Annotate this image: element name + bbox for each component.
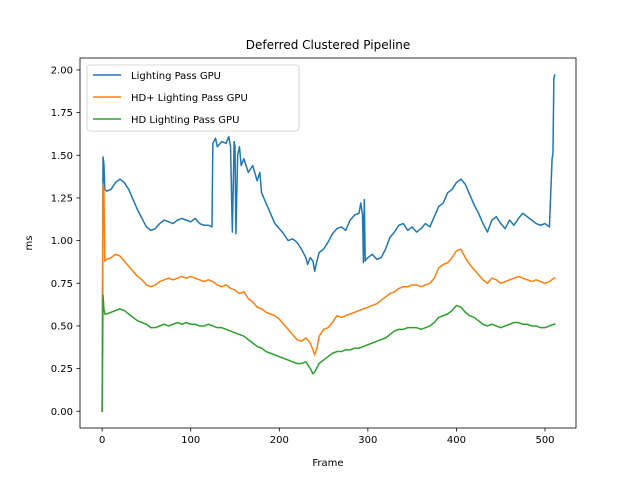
y-tick-label: 0.00 <box>51 407 73 418</box>
chart-title: Deferred Clustered Pipeline <box>246 38 411 52</box>
legend: Lighting Pass GPU HD+ Lighting Pass GPU HD… <box>86 64 300 132</box>
x-axis: 0 100 200 300 400 500 <box>99 428 555 446</box>
plot-frame <box>79 57 577 429</box>
y-tick-label: 1.00 <box>51 236 73 247</box>
series-layer <box>101 74 556 413</box>
x-axis-label: Frame <box>312 458 343 469</box>
x-tick-label: 400 <box>447 435 466 446</box>
series-line-1 <box>101 74 556 413</box>
y-tick-label: 1.50 <box>51 151 73 162</box>
legend-label-2: HD+ Lighting Pass GPU <box>131 93 248 104</box>
y-axis-label: ms <box>24 236 35 251</box>
x-tick-label: 500 <box>535 435 554 446</box>
y-tick-label: 0.50 <box>51 321 73 332</box>
series-line-2 <box>101 183 556 413</box>
legend-box <box>86 64 300 132</box>
legend-label-1: Lighting Pass GPU <box>131 71 221 82</box>
y-tick-label: 2.00 <box>51 65 73 76</box>
y-tick-label: 1.25 <box>51 193 73 204</box>
y-tick-label: 1.75 <box>51 108 73 119</box>
x-tick-label: 200 <box>270 435 289 446</box>
x-tick-label: 300 <box>358 435 377 446</box>
x-tick-label: 100 <box>181 435 200 446</box>
legend-label-3: HD Lighting Pass GPU <box>131 115 239 126</box>
x-tick-label: 0 <box>99 435 105 446</box>
y-tick-label: 0.75 <box>51 279 73 290</box>
y-axis: 0.00 0.25 0.50 0.75 1.00 1.25 1.50 1.75 2.00 <box>51 65 80 418</box>
series-line-3 <box>101 294 556 413</box>
y-tick-label: 0.25 <box>51 364 73 375</box>
